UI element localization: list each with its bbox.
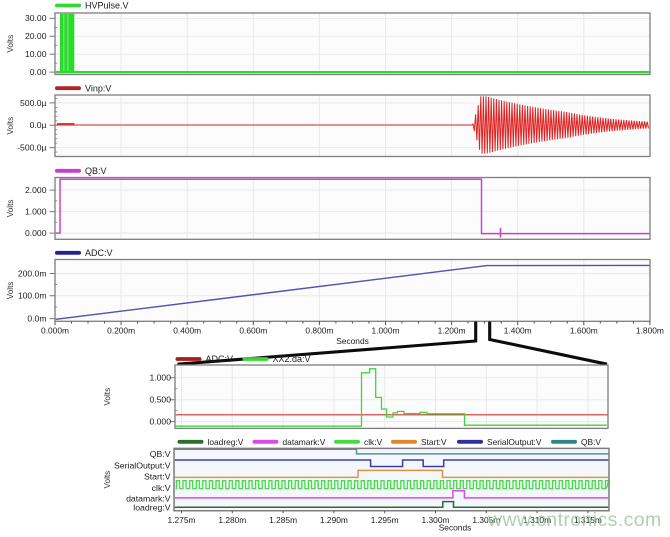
svg-text:0.000m: 0.000m bbox=[41, 325, 69, 335]
svg-text:Vinp:V: Vinp:V bbox=[85, 83, 111, 93]
svg-text:0.200m: 0.200m bbox=[107, 325, 135, 335]
svg-text:0.00: 0.00 bbox=[30, 67, 47, 77]
svg-text:1.000m: 1.000m bbox=[372, 325, 400, 335]
svg-text:1.295m: 1.295m bbox=[371, 515, 399, 525]
svg-text:2.000: 2.000 bbox=[25, 185, 47, 195]
svg-text:loadreg:V: loadreg:V bbox=[133, 503, 170, 513]
svg-text:1.600m: 1.600m bbox=[570, 325, 598, 335]
svg-text:SerialOutput:V: SerialOutput:V bbox=[487, 437, 542, 447]
svg-text:1.000: 1.000 bbox=[149, 373, 171, 383]
svg-text:20.00: 20.00 bbox=[25, 31, 47, 41]
svg-text:Volts: Volts bbox=[103, 471, 112, 489]
svg-text:Volts: Volts bbox=[6, 35, 15, 53]
svg-text:1.290m: 1.290m bbox=[320, 515, 348, 525]
svg-text:XX2.da:V: XX2.da:V bbox=[273, 354, 311, 364]
svg-text:QB:V: QB:V bbox=[150, 449, 171, 459]
svg-text:clk:V: clk:V bbox=[152, 483, 171, 493]
svg-text:Volts: Volts bbox=[103, 388, 112, 406]
svg-text:1.300m: 1.300m bbox=[422, 515, 450, 525]
svg-text:ADC:V: ADC:V bbox=[206, 354, 234, 364]
svg-text:0.0m: 0.0m bbox=[27, 314, 46, 324]
svg-text:0.800m: 0.800m bbox=[305, 325, 333, 335]
svg-text:0.000: 0.000 bbox=[25, 228, 47, 238]
svg-text:1.400m: 1.400m bbox=[504, 325, 532, 335]
svg-text:0.000: 0.000 bbox=[149, 416, 171, 426]
svg-text:loadreg:V: loadreg:V bbox=[208, 437, 244, 447]
svg-text:30.00: 30.00 bbox=[25, 13, 47, 23]
svg-text:Volts: Volts bbox=[6, 282, 15, 300]
svg-text:clk:V: clk:V bbox=[364, 437, 383, 447]
svg-text:0.500: 0.500 bbox=[149, 395, 171, 405]
svg-text:100.0m: 100.0m bbox=[18, 291, 47, 301]
svg-text:Start:V: Start:V bbox=[421, 437, 447, 447]
svg-text:1.305m: 1.305m bbox=[472, 515, 500, 525]
svg-text:0.400m: 0.400m bbox=[173, 325, 201, 335]
svg-text:Volts: Volts bbox=[6, 117, 15, 135]
svg-text:200.0m: 200.0m bbox=[18, 269, 47, 279]
svg-text:Seconds: Seconds bbox=[336, 336, 369, 346]
svg-text:SerialOutput:V: SerialOutput:V bbox=[114, 460, 171, 470]
svg-text:Seconds: Seconds bbox=[439, 523, 472, 533]
svg-text:HVPulse.V: HVPulse.V bbox=[85, 1, 129, 11]
svg-text:0.600m: 0.600m bbox=[239, 325, 267, 335]
svg-text:datamark:V: datamark:V bbox=[283, 437, 326, 447]
svg-text:Start:V: Start:V bbox=[144, 472, 171, 482]
svg-text:1.285m: 1.285m bbox=[269, 515, 297, 525]
svg-text:1.315m: 1.315m bbox=[574, 515, 602, 525]
svg-text:QB:V: QB:V bbox=[581, 437, 601, 447]
svg-text:QB:V: QB:V bbox=[85, 166, 107, 176]
svg-text:www.cntronics.com: www.cntronics.com bbox=[487, 509, 662, 531]
svg-text:1.000: 1.000 bbox=[25, 207, 47, 217]
svg-text:-500.0µ: -500.0µ bbox=[17, 143, 46, 153]
svg-text:ADC:V: ADC:V bbox=[85, 248, 113, 258]
svg-text:1.200m: 1.200m bbox=[438, 325, 466, 335]
svg-text:10.00: 10.00 bbox=[25, 49, 47, 59]
svg-text:0.0µ: 0.0µ bbox=[30, 120, 47, 130]
svg-text:500.0µ: 500.0µ bbox=[20, 98, 47, 108]
svg-text:1.800m: 1.800m bbox=[636, 325, 664, 335]
svg-text:1.275m: 1.275m bbox=[168, 515, 196, 525]
svg-text:datamark:V: datamark:V bbox=[126, 493, 171, 503]
svg-text:1.310m: 1.310m bbox=[523, 515, 551, 525]
svg-text:1.280m: 1.280m bbox=[218, 515, 246, 525]
svg-text:Volts: Volts bbox=[6, 200, 15, 218]
